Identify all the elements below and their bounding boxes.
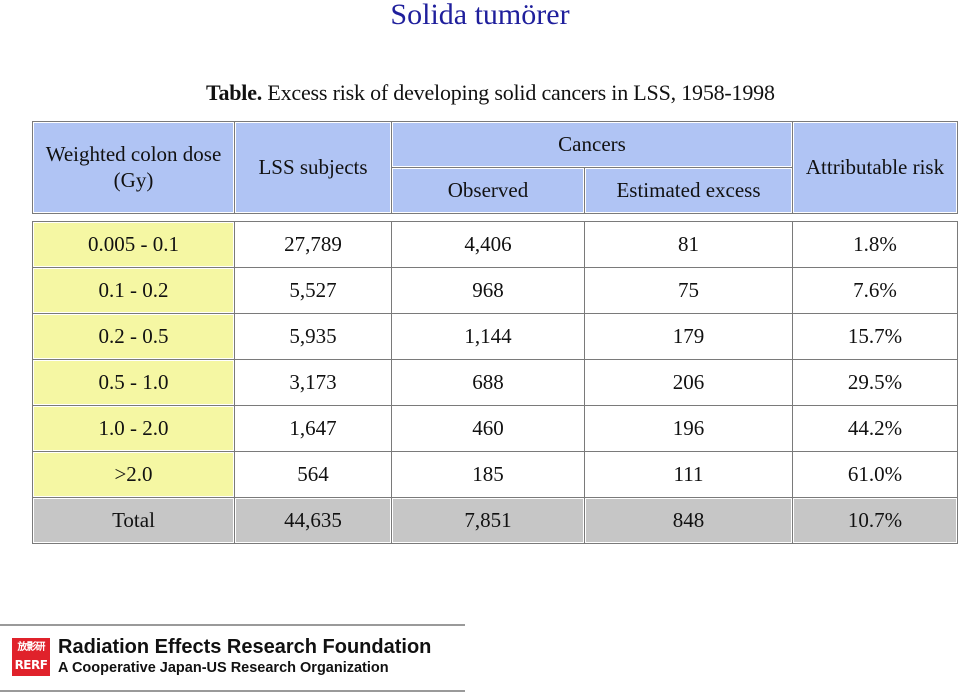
observed-cell: 4,406: [391, 221, 585, 268]
subjects-cell: 5,527: [234, 267, 392, 314]
excess-risk-table: Weighted colon dose (Gy) LSS subjects Ca…: [32, 121, 958, 544]
table-row: 0.1 - 0.2 5,527 968 75 7.6%: [32, 267, 958, 314]
header-estimated-excess: Estimated excess: [584, 167, 793, 214]
subjects-cell: 564: [234, 451, 392, 498]
rerf-logo-icon: 放影研 RERF: [12, 638, 50, 676]
dose-cell: 0.005 - 0.1: [32, 221, 235, 268]
org-tagline: A Cooperative Japan-US Research Organiza…: [58, 660, 389, 676]
table-row: 0.005 - 0.1 27,789 4,406 81 1.8%: [32, 221, 958, 268]
table-row: 1.0 - 2.0 1,647 460 196 44.2%: [32, 405, 958, 452]
header-dose: Weighted colon dose (Gy): [32, 121, 235, 214]
dose-cell: 0.1 - 0.2: [32, 267, 235, 314]
subjects-cell: 27,789: [234, 221, 392, 268]
observed-cell: 968: [391, 267, 585, 314]
table-caption-text: Excess risk of developing solid cancers …: [267, 80, 775, 105]
total-row: Total 44,635 7,851 848 10.7%: [32, 497, 958, 544]
slide-title: Solida tumörer: [390, 0, 570, 31]
risk-cell: 29.5%: [792, 359, 958, 406]
header-subjects: LSS subjects: [234, 121, 392, 214]
total-risk-cell: 10.7%: [792, 497, 958, 544]
header-dose-line2: (Gy): [113, 167, 154, 192]
subjects-cell: 5,935: [234, 313, 392, 360]
dose-cell: 1.0 - 2.0: [32, 405, 235, 452]
subjects-cell: 3,173: [234, 359, 392, 406]
risk-cell: 7.6%: [792, 267, 958, 314]
dose-cell: 0.5 - 1.0: [32, 359, 235, 406]
observed-cell: 688: [391, 359, 585, 406]
total-observed-cell: 7,851: [391, 497, 585, 544]
header-observed: Observed: [391, 167, 585, 214]
risk-cell: 1.8%: [792, 221, 958, 268]
table-row: 0.2 - 0.5 5,935 1,144 179 15.7%: [32, 313, 958, 360]
rerf-footer: 放影研 RERF Radiation Effects Research Foun…: [0, 624, 465, 696]
risk-cell: 15.7%: [792, 313, 958, 360]
total-excess-cell: 848: [584, 497, 793, 544]
dose-cell: >2.0: [32, 451, 235, 498]
excess-cell: 206: [584, 359, 793, 406]
risk-cell: 61.0%: [792, 451, 958, 498]
footer-top-rule: [0, 624, 465, 626]
total-label-cell: Total: [32, 497, 235, 544]
excess-cell: 196: [584, 405, 793, 452]
footer-bottom-rule: [0, 690, 465, 692]
observed-cell: 185: [391, 451, 585, 498]
table-row: 0.5 - 1.0 3,173 688 206 29.5%: [32, 359, 958, 406]
excess-cell: 75: [584, 267, 793, 314]
logo-acronym: RERF: [14, 658, 48, 672]
logo-kanji: 放影研: [17, 642, 46, 653]
table-caption: Table. Excess risk of developing solid c…: [206, 80, 775, 106]
header-cancers: Cancers: [391, 121, 793, 168]
risk-cell: 44.2%: [792, 405, 958, 452]
header-attributable-risk: Attributable risk: [792, 121, 958, 214]
table-caption-label: Table.: [206, 80, 263, 105]
subjects-cell: 1,647: [234, 405, 392, 452]
total-subjects-cell: 44,635: [234, 497, 392, 544]
header-spacer: [32, 213, 958, 222]
excess-cell: 81: [584, 221, 793, 268]
dose-cell: 0.2 - 0.5: [32, 313, 235, 360]
excess-cell: 179: [584, 313, 793, 360]
table-row: >2.0 564 185 111 61.0%: [32, 451, 958, 498]
observed-cell: 460: [391, 405, 585, 452]
header-dose-line1: Weighted colon dose: [45, 142, 222, 167]
excess-cell: 111: [584, 451, 793, 498]
observed-cell: 1,144: [391, 313, 585, 360]
org-name: Radiation Effects Research Foundation: [58, 636, 432, 658]
